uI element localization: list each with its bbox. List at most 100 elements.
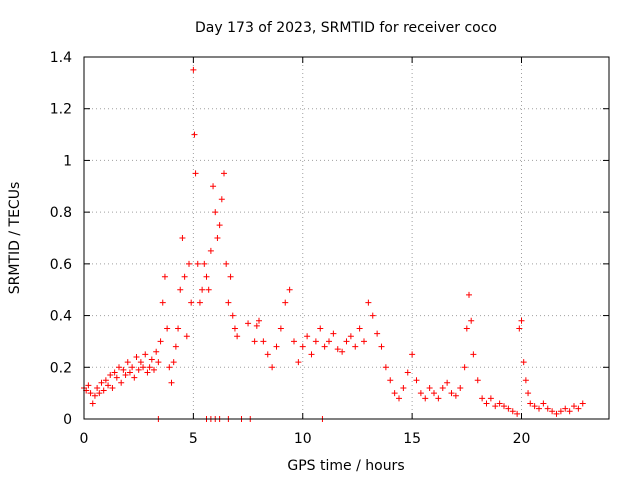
data-point	[339, 348, 346, 355]
data-point	[89, 400, 96, 407]
data-point	[205, 286, 212, 293]
data-point	[286, 286, 293, 293]
data-point	[295, 359, 302, 366]
data-point	[177, 286, 184, 293]
data-point	[516, 325, 523, 332]
data-point	[492, 403, 499, 410]
data-point	[116, 364, 122, 371]
y-tick-label: 0.6	[50, 257, 72, 273]
data-point	[107, 372, 114, 379]
x-tick-label: 10	[294, 431, 312, 447]
x-tick-label: 20	[513, 431, 531, 447]
data-point	[387, 377, 394, 384]
data-point	[557, 408, 564, 415]
data-point	[85, 382, 92, 389]
data-point	[352, 343, 359, 350]
y-tick-label: 1.2	[50, 102, 72, 118]
data-point	[188, 299, 195, 306]
data-point	[105, 382, 112, 389]
data-point	[157, 338, 164, 345]
data-point	[137, 359, 144, 366]
data-point	[245, 320, 252, 327]
data-point	[166, 364, 173, 371]
data-point	[94, 384, 101, 391]
data-point	[269, 364, 276, 371]
data-point	[113, 374, 120, 381]
data-point	[417, 390, 424, 397]
data-point	[444, 379, 451, 386]
x-tick-label: 0	[80, 431, 89, 447]
y-tick-label: 0.8	[50, 205, 72, 221]
data-point	[172, 343, 179, 350]
data-point	[525, 390, 532, 397]
data-point	[109, 384, 116, 391]
data-point	[277, 325, 284, 332]
data-point	[505, 405, 512, 412]
data-point	[175, 325, 182, 332]
data-point	[527, 400, 534, 407]
data-point	[334, 346, 341, 353]
data-point	[126, 369, 133, 376]
data-point	[168, 379, 175, 386]
data-point	[191, 131, 198, 138]
data-point	[343, 338, 350, 345]
data-point	[461, 364, 468, 371]
data-point	[131, 374, 138, 381]
data-point	[520, 359, 527, 366]
data-point	[361, 338, 367, 345]
data-point	[347, 333, 354, 340]
data-point	[457, 384, 464, 391]
data-point	[540, 400, 547, 407]
data-point	[144, 369, 151, 376]
data-point	[256, 317, 262, 324]
data-point	[575, 405, 582, 412]
data-point	[87, 390, 94, 397]
x-axis-label: GPS time / hours	[287, 458, 404, 474]
data-point	[396, 395, 402, 402]
data-point	[317, 325, 324, 332]
grid-lines	[84, 57, 609, 419]
y-axis-label: SRMTID / TECUs	[7, 182, 23, 295]
data-point	[544, 405, 551, 412]
x-tick-label: 15	[403, 431, 421, 447]
data-point	[501, 403, 507, 410]
data-point	[496, 400, 503, 407]
data-point	[122, 372, 129, 379]
data-point	[120, 366, 127, 373]
data-point	[251, 338, 258, 345]
data-point	[155, 359, 162, 366]
data-point	[356, 325, 363, 332]
data-point	[422, 395, 429, 402]
data-point	[553, 410, 560, 417]
data-point	[562, 405, 569, 412]
data-point	[404, 369, 411, 376]
data-point	[218, 196, 225, 203]
data-point	[260, 338, 267, 345]
data-point	[100, 387, 107, 394]
data-point	[135, 366, 142, 373]
data-point	[518, 317, 525, 324]
y-tick-label: 1.4	[50, 50, 72, 66]
data-point	[161, 273, 168, 280]
data-point	[140, 364, 147, 371]
data-point	[96, 390, 103, 397]
data-point	[227, 273, 234, 280]
x-tick-label: 5	[189, 431, 198, 447]
data-point	[186, 260, 192, 267]
data-point	[312, 338, 319, 345]
data-point	[400, 384, 407, 391]
data-point	[91, 392, 98, 399]
data-point	[151, 366, 157, 373]
data-point	[326, 338, 332, 345]
data-point	[474, 377, 481, 384]
data-point	[146, 364, 153, 371]
data-points	[81, 66, 586, 422]
y-tick-label: 0.4	[50, 309, 72, 325]
data-point	[183, 333, 190, 340]
data-point	[201, 260, 208, 267]
data-point	[479, 395, 486, 402]
data-point	[382, 364, 389, 371]
data-point	[98, 379, 105, 386]
data-point	[192, 170, 199, 177]
